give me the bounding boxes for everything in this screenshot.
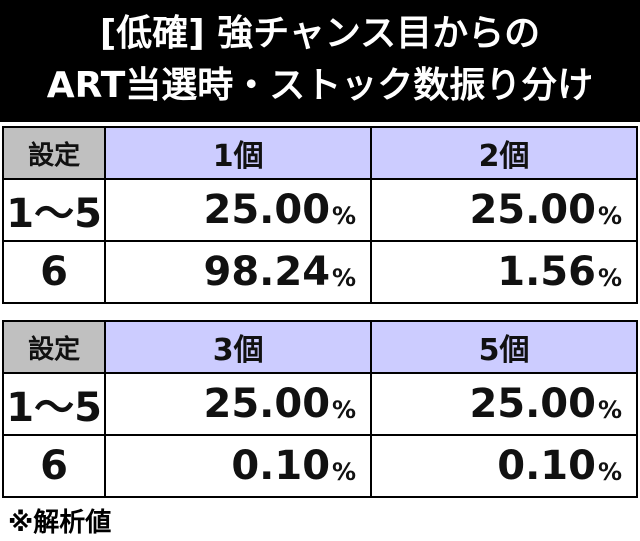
cell-value: 25.00 xyxy=(203,187,331,233)
title-line: ART当選時・ストック数振り分け xyxy=(46,65,594,106)
table-row: 1～5 25.00% 25.00% xyxy=(4,372,636,434)
table: 設定 3個 5個 1～5 25.00% 25.00% 6 0.10% 0.10% xyxy=(2,320,638,498)
table-row: 6 0.10% 0.10% xyxy=(4,434,636,496)
cell-unit: % xyxy=(597,396,623,424)
table-cell: 0.10% xyxy=(104,436,370,496)
table-cell: 25.00% xyxy=(104,180,370,240)
column-header: 2個 xyxy=(370,128,637,178)
column-header: 1個 xyxy=(104,128,371,178)
cell-value: 25.00 xyxy=(203,381,331,427)
table-row: 6 98.24% 1.56% xyxy=(4,240,636,302)
row-label: 1～5 xyxy=(6,385,102,431)
table-cell: 98.24% xyxy=(104,242,370,302)
cell-value: 98.24 xyxy=(203,249,331,295)
table-cell: 1.56% xyxy=(370,242,636,302)
row-label: 1～5 xyxy=(6,191,102,237)
row-label: 6 xyxy=(40,249,68,295)
row-label: 6 xyxy=(40,443,68,489)
footnote: ※解析値 xyxy=(8,508,112,538)
column-header: 3個 xyxy=(104,322,371,372)
table-cell: 0.10% xyxy=(370,436,636,496)
column-header: 5個 xyxy=(370,322,637,372)
header: [低確] 強チャンス目からの ART当選時・ストック数振り分け xyxy=(0,0,640,122)
table-cell: 25.00% xyxy=(104,374,370,434)
column-header: 設定 xyxy=(4,128,105,178)
title-line: [低確] 強チャンス目からの xyxy=(99,13,541,54)
table: 設定 1個 2個 1～5 25.00% 25.00% 6 98.24% 1.56% xyxy=(2,126,638,304)
cell-unit: % xyxy=(332,202,357,230)
column-header: 設定 xyxy=(4,322,105,372)
header-row: 設定 3個 5個 xyxy=(4,322,637,372)
cell-unit: % xyxy=(332,458,357,486)
cell-unit: % xyxy=(332,396,357,424)
table-cell: 25.00% xyxy=(370,374,636,434)
table-cell: 25.00% xyxy=(370,180,636,240)
header-row: 設定 1個 2個 xyxy=(4,128,637,178)
cell-unit: % xyxy=(597,202,623,230)
cell-unit: % xyxy=(332,264,357,292)
cell-value: 0.10 xyxy=(497,443,596,489)
table-row: 1～5 25.00% 25.00% xyxy=(4,178,636,240)
cell-unit: % xyxy=(597,458,623,486)
cell-value: 25.00 xyxy=(469,381,596,427)
cell-value: 1.56 xyxy=(497,249,596,295)
cell-value: 0.10 xyxy=(231,443,331,489)
cell-value: 25.00 xyxy=(469,187,596,233)
cell-unit: % xyxy=(597,264,623,292)
